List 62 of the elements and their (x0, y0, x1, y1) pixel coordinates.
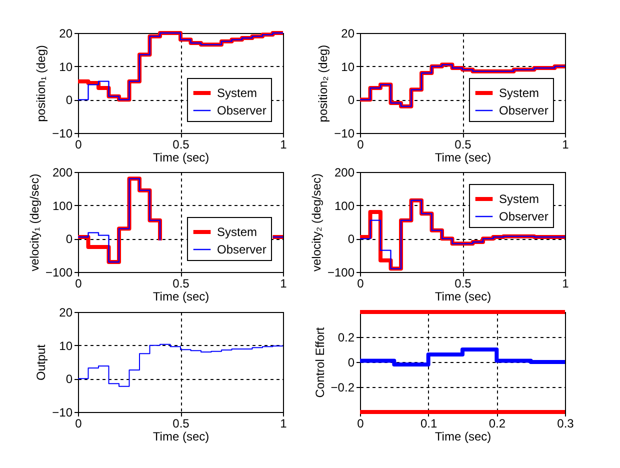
y-axis-title: velocity₂ (deg/sec) (309, 173, 324, 272)
x-tick-label: 0.5 (172, 138, 190, 152)
x-tick-label: 0.5 (454, 138, 472, 152)
x-tick-label: 0.3 (557, 416, 574, 430)
x-axis-title: Time (sec) (152, 290, 210, 304)
y-tick-label: 0 (348, 93, 355, 108)
legend-label: Observer (217, 104, 266, 118)
x-tick-label: 0 (357, 276, 364, 290)
x-tick-label: 0.1 (420, 416, 438, 430)
x-tick-label: 0 (75, 138, 82, 152)
x-axis-title: Time (sec) (434, 150, 492, 164)
legend-label: Observer (499, 210, 548, 224)
y-tick-label: 200 (52, 166, 73, 180)
y-tick-label: 10 (341, 60, 355, 74)
y-tick-label: 0 (348, 232, 355, 246)
x-tick-label: 1 (280, 416, 288, 430)
legend-label: Observer (217, 242, 266, 256)
x-tick-label: 0 (357, 416, 364, 430)
x-axis-title: Time (sec) (152, 150, 210, 164)
y-tick-label: −10 (52, 406, 73, 420)
y-axis-title: Control Effort (312, 326, 327, 398)
y-tick-label: 20 (59, 26, 73, 40)
y-tick-label: −0.2 (330, 380, 355, 394)
y-axis-title: position₂ (deg) (316, 44, 330, 122)
x-axis-title: Time (sec) (152, 430, 210, 444)
x-axis-title: Time (sec) (434, 290, 492, 304)
y-tick-label: 10 (59, 60, 73, 74)
legend-label: System (499, 192, 540, 206)
y-tick-label: 100 (334, 198, 355, 213)
legend-label: System (499, 86, 540, 100)
x-tick-label: 0.5 (454, 276, 472, 290)
x-tick-label: 0 (75, 276, 82, 290)
x-tick-label: 0.5 (172, 276, 190, 290)
legend-label: System (217, 86, 258, 100)
x-tick-label: 0.5 (172, 416, 190, 430)
y-tick-label: 0 (66, 232, 73, 246)
y-tick-label: 200 (334, 166, 355, 180)
y-tick-label: −100 (327, 266, 355, 280)
x-tick-label: 0.2 (488, 416, 506, 430)
y-tick-label: 0 (348, 356, 355, 370)
x-tick-label: 1 (280, 276, 288, 290)
legend-label: System (217, 225, 258, 239)
y-tick-label: −10 (334, 126, 355, 140)
x-tick-label: 1 (562, 138, 570, 152)
y-tick-label: 0.2 (338, 330, 355, 344)
x-tick-label: 1 (280, 138, 288, 152)
y-tick-label: 10 (59, 338, 73, 353)
x-axis-title: Time (sec) (434, 430, 492, 444)
x-tick-label: 0 (357, 138, 364, 152)
y-tick-label: 0 (66, 93, 73, 108)
y-tick-label: 100 (52, 198, 73, 213)
legend-label: Observer (499, 104, 548, 118)
y-axis-title: Output (34, 344, 48, 381)
y-tick-label: −100 (45, 266, 73, 280)
y-axis-title: velocity₁ (deg/sec) (27, 174, 42, 272)
y-tick-label: −10 (52, 126, 73, 140)
y-tick-label: 20 (341, 26, 355, 40)
x-tick-label: 0 (75, 416, 82, 430)
y-tick-label: 20 (59, 306, 73, 320)
y-tick-label: 0 (66, 372, 73, 386)
x-tick-label: 1 (562, 276, 570, 290)
y-axis-title: position₁ (deg) (34, 45, 48, 122)
